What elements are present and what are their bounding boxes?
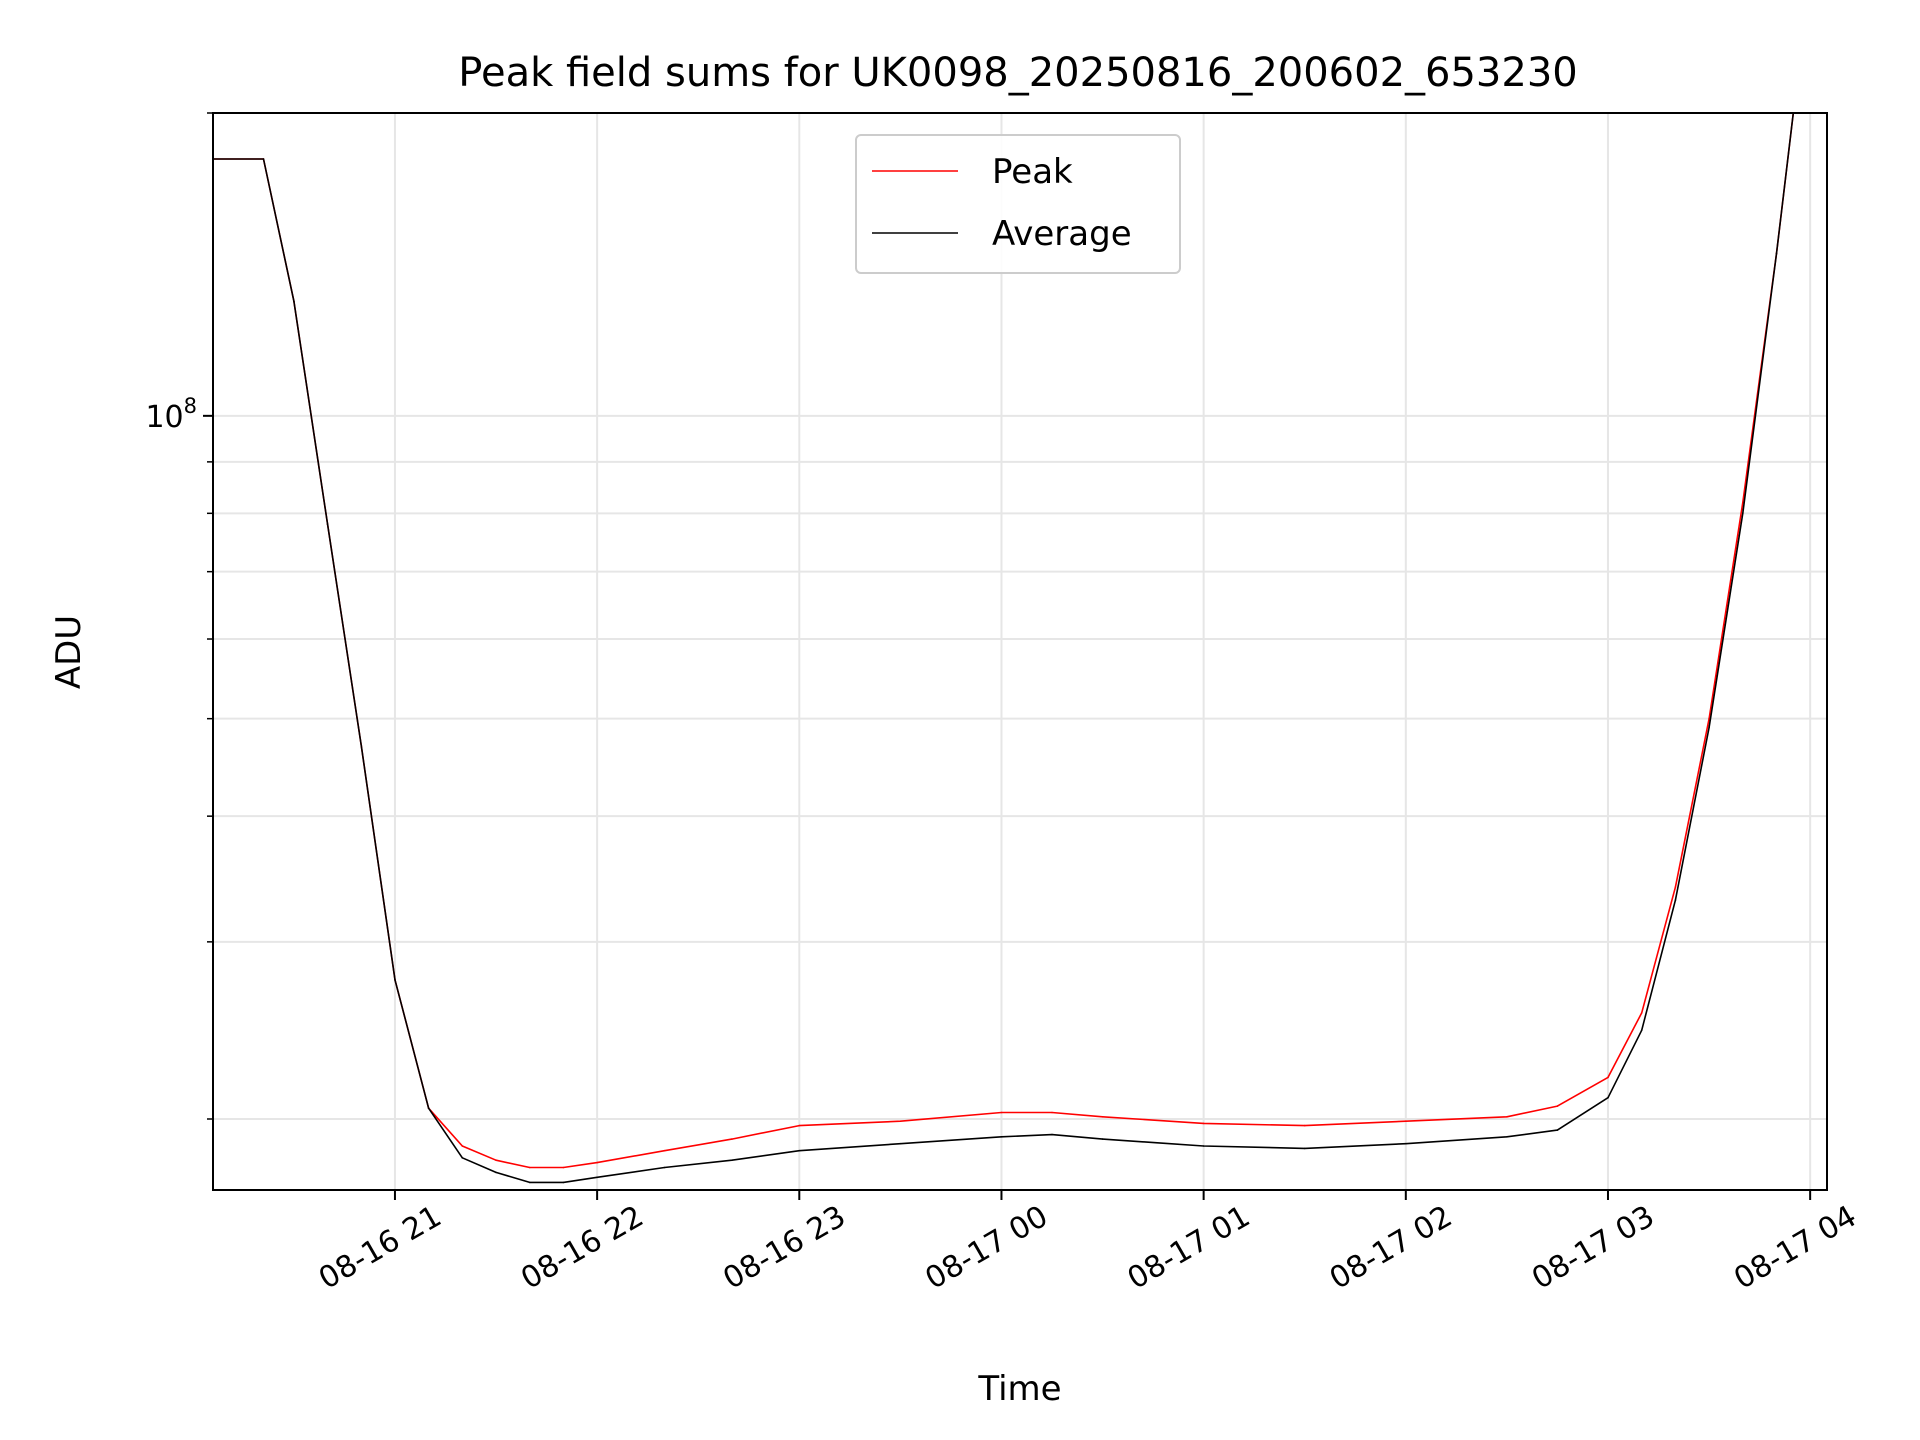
data-point-average bbox=[360, 744, 363, 747]
data-point-average bbox=[663, 1166, 666, 1169]
legend: Peak Average bbox=[855, 134, 1181, 274]
data-point-peak bbox=[596, 1161, 598, 1164]
series-line-average bbox=[213, 113, 1827, 1184]
y-tick-label: 108 bbox=[145, 394, 197, 435]
data-point-peak bbox=[1708, 717, 1710, 720]
data-point-peak bbox=[495, 1159, 497, 1161]
data-point-average bbox=[899, 1142, 902, 1145]
data-point-average bbox=[1640, 1029, 1643, 1032]
data-point-peak bbox=[461, 1145, 464, 1147]
data-point-peak bbox=[1405, 1120, 1407, 1122]
data-point-average bbox=[1000, 1136, 1003, 1138]
legend-label-average: Average bbox=[992, 214, 1132, 254]
data-point-average bbox=[1742, 512, 1744, 515]
data-point-average bbox=[262, 158, 265, 160]
data-point-peak bbox=[1000, 1111, 1003, 1114]
data-point-average bbox=[1775, 252, 1778, 255]
data-point-average bbox=[1506, 1136, 1508, 1138]
data-point-average bbox=[1051, 1133, 1053, 1136]
grid bbox=[213, 112, 1827, 1190]
data-point-peak bbox=[1674, 886, 1677, 888]
data-point-peak bbox=[528, 1166, 531, 1169]
chart-title: Peak field sums for UK0098_20250816_2006… bbox=[458, 50, 1577, 96]
data-point-peak bbox=[562, 1166, 565, 1169]
data-point-average bbox=[293, 300, 295, 303]
y-axis-label: ADU bbox=[49, 615, 89, 689]
data-point-average bbox=[1303, 1147, 1306, 1150]
data-point-average bbox=[326, 523, 329, 526]
data-point-peak bbox=[1101, 1116, 1104, 1118]
data-point-average bbox=[1674, 899, 1677, 901]
data-point-average bbox=[1607, 1096, 1609, 1099]
data-point-peak bbox=[1742, 501, 1744, 504]
data-point-average bbox=[1556, 1129, 1559, 1131]
data-point-peak bbox=[798, 1124, 801, 1127]
data-point-average bbox=[798, 1149, 801, 1152]
data-point-peak bbox=[731, 1138, 733, 1140]
data-point-average bbox=[1405, 1142, 1407, 1145]
legend-frame bbox=[855, 134, 1181, 274]
data-point-peak bbox=[663, 1149, 666, 1152]
data-point-average bbox=[1101, 1138, 1104, 1140]
data-point-peak bbox=[1506, 1116, 1508, 1118]
data-point-average bbox=[596, 1176, 598, 1179]
data-point-peak bbox=[1051, 1111, 1053, 1114]
data-point-average bbox=[495, 1171, 497, 1174]
data-point-average bbox=[394, 979, 396, 981]
data-point-average bbox=[1202, 1145, 1205, 1147]
data-point-average bbox=[461, 1157, 464, 1159]
data-point-average bbox=[1708, 726, 1710, 729]
plot-frame bbox=[212, 112, 1828, 1191]
x-axis-label: Time bbox=[977, 1369, 1061, 1409]
data-point-peak bbox=[1640, 1012, 1643, 1014]
data-point-peak bbox=[1303, 1124, 1306, 1127]
data-point-peak bbox=[1556, 1105, 1559, 1107]
data-point-average bbox=[528, 1181, 531, 1184]
data-point-peak bbox=[899, 1120, 902, 1122]
legend-label-peak: Peak bbox=[992, 152, 1073, 192]
data-point-average bbox=[562, 1181, 565, 1184]
data-point-peak bbox=[1202, 1122, 1205, 1125]
data-point-peak bbox=[1607, 1076, 1609, 1079]
data-point-average bbox=[731, 1159, 733, 1161]
data-point-average bbox=[427, 1107, 430, 1109]
